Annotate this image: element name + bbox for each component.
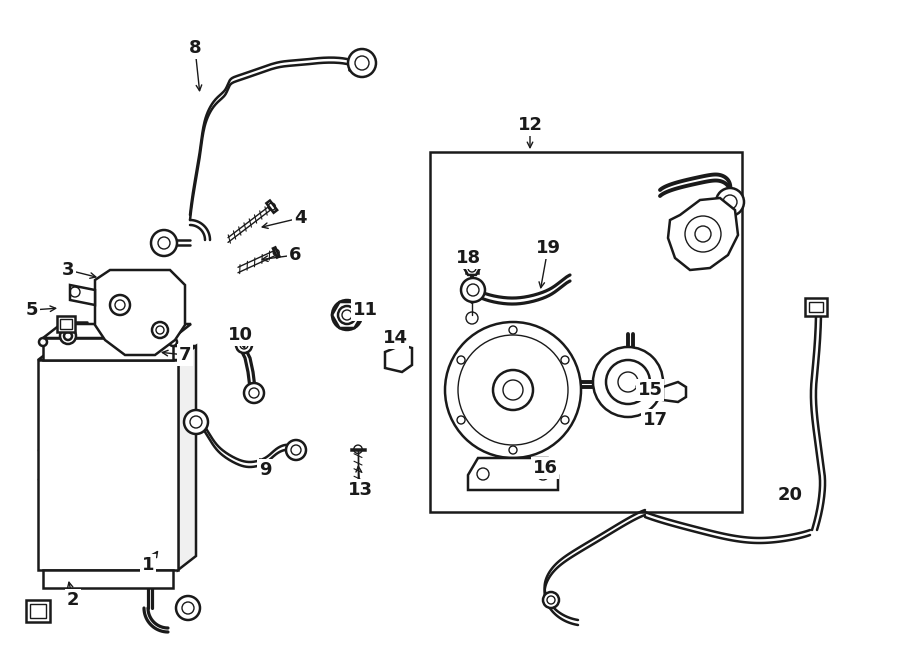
Circle shape [543, 592, 559, 608]
Text: 2: 2 [67, 591, 79, 609]
Text: 18: 18 [455, 249, 481, 267]
Circle shape [39, 338, 47, 346]
Circle shape [244, 383, 264, 403]
Circle shape [509, 326, 517, 334]
Circle shape [461, 278, 485, 302]
Text: 19: 19 [536, 239, 561, 257]
Text: 10: 10 [228, 326, 253, 344]
Polygon shape [351, 449, 365, 450]
Text: 13: 13 [347, 481, 373, 499]
Circle shape [509, 446, 517, 454]
Polygon shape [464, 261, 480, 275]
Polygon shape [95, 270, 185, 355]
Text: 14: 14 [382, 329, 408, 347]
Circle shape [561, 416, 569, 424]
Polygon shape [266, 201, 277, 213]
Bar [466, 263, 478, 273]
Circle shape [176, 596, 200, 620]
Circle shape [332, 300, 362, 330]
Polygon shape [43, 324, 191, 338]
Circle shape [457, 416, 465, 424]
Bar [30, 604, 46, 618]
Text: 8: 8 [189, 39, 202, 57]
Circle shape [236, 337, 252, 353]
Bar [809, 302, 823, 312]
Circle shape [110, 295, 130, 315]
Circle shape [348, 49, 376, 77]
Polygon shape [70, 285, 95, 305]
Text: 5: 5 [26, 301, 38, 319]
Circle shape [169, 338, 177, 346]
Polygon shape [38, 346, 196, 360]
Polygon shape [178, 346, 196, 570]
Text: 9: 9 [259, 461, 271, 479]
Bar [60, 319, 72, 329]
Bar [26, 600, 50, 622]
Text: 7: 7 [179, 346, 191, 364]
Polygon shape [38, 360, 178, 570]
Polygon shape [43, 338, 173, 360]
Bar [57, 316, 75, 332]
Text: 17: 17 [643, 411, 668, 429]
Polygon shape [385, 345, 412, 372]
Polygon shape [663, 382, 686, 402]
Circle shape [561, 356, 569, 364]
Bar [805, 298, 827, 316]
Polygon shape [668, 198, 738, 270]
Polygon shape [273, 248, 280, 258]
Text: 3: 3 [62, 261, 74, 279]
Text: 15: 15 [637, 381, 662, 399]
Text: 1: 1 [142, 556, 154, 574]
Circle shape [445, 322, 581, 458]
Polygon shape [468, 458, 558, 490]
Circle shape [184, 410, 208, 434]
Polygon shape [43, 570, 173, 588]
Circle shape [593, 347, 663, 417]
Text: 11: 11 [353, 301, 377, 319]
Bar [430, 152, 742, 512]
Circle shape [286, 440, 306, 460]
Circle shape [716, 188, 744, 216]
Text: 12: 12 [518, 116, 543, 134]
Text: 16: 16 [533, 459, 557, 477]
Circle shape [457, 356, 465, 364]
Circle shape [151, 230, 177, 256]
Circle shape [152, 322, 168, 338]
Text: 4: 4 [293, 209, 306, 227]
Text: 6: 6 [289, 246, 302, 264]
Text: 20: 20 [778, 486, 803, 504]
Circle shape [60, 328, 76, 344]
